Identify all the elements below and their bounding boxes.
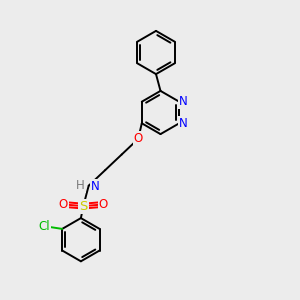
Text: N: N	[179, 95, 188, 108]
Text: O: O	[134, 132, 143, 146]
Text: Cl: Cl	[38, 220, 50, 233]
Text: N: N	[91, 180, 100, 193]
Text: O: O	[99, 198, 108, 211]
Text: H: H	[76, 178, 85, 192]
Text: O: O	[58, 198, 68, 211]
Text: N: N	[179, 117, 188, 130]
Text: S: S	[79, 200, 88, 213]
